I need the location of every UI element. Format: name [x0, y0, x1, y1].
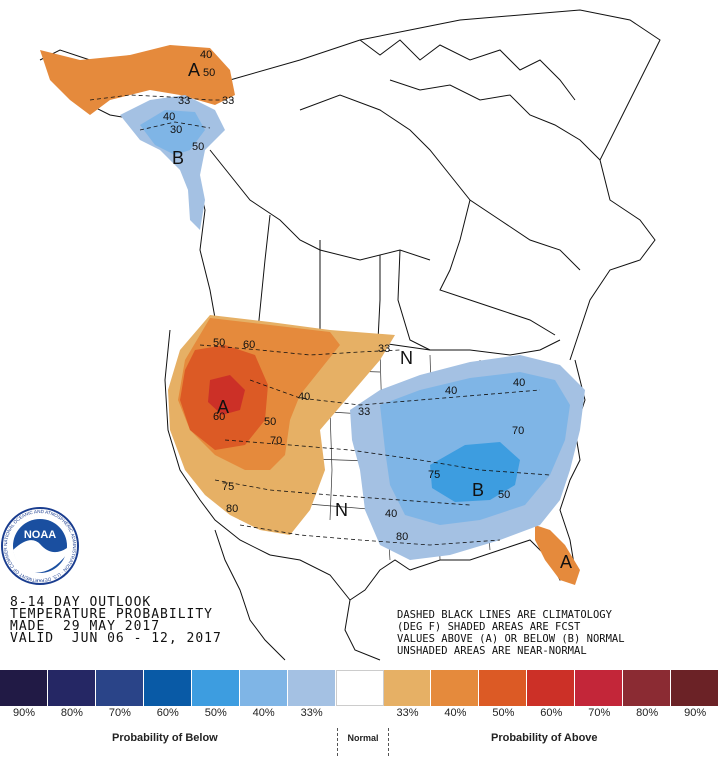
- contour-label: 33: [378, 343, 390, 355]
- west-above-60: [208, 375, 245, 415]
- outlook-title: 8-14 DAY OUTLOOK: [10, 595, 152, 610]
- alaska-above-region: [40, 45, 235, 115]
- near-normal-label-north: N: [400, 348, 413, 368]
- logo-bird-icon: [13, 540, 67, 573]
- legend-swatch: [431, 670, 480, 706]
- legend-percent: 80%: [60, 707, 83, 719]
- legend-swatch: [335, 670, 384, 706]
- contour-label: 40: [298, 391, 310, 403]
- temperature-outlook-map: A B A B A N N 40 50 33 40 30 50 33 50 60…: [1, 9, 661, 661]
- contour-label: 50: [192, 141, 204, 153]
- contour-label: 60: [243, 339, 255, 351]
- legend-swatch: [287, 670, 336, 706]
- contour-label: 75: [222, 481, 234, 493]
- below-label: Probability of Below: [112, 732, 218, 744]
- valid-dates: VALID JUN 06 - 12, 2017: [10, 631, 222, 646]
- florida-above-region: [535, 525, 580, 585]
- legend-percent: 70%: [588, 707, 611, 719]
- legend-swatch: [143, 670, 192, 706]
- contour-label: 33: [358, 406, 370, 418]
- contour-label: 40: [445, 385, 457, 397]
- note-line: UNSHADED AREAS ARE NEAR-NORMAL: [397, 645, 587, 657]
- florida-above-label: A: [560, 552, 572, 572]
- legend-percent: 33%: [300, 707, 323, 719]
- note-line: DASHED BLACK LINES ARE CLIMATOLOGY: [397, 609, 612, 621]
- legend-percent: 50%: [204, 707, 227, 719]
- normal-divider-left: [337, 728, 338, 756]
- logo-text: NOAA: [24, 529, 56, 541]
- climatology-lines: [89, 94, 551, 546]
- outlook-header: 8-14 DAY OUTLOOK TEMPERATURE PROBABILITY…: [10, 595, 222, 646]
- east-below-label: B: [472, 480, 484, 500]
- contour-label: 75: [428, 469, 440, 481]
- contour-label: 40: [385, 508, 397, 520]
- legend-swatch: [575, 670, 624, 706]
- legend-percent: 40%: [444, 707, 467, 719]
- contour-label: 80: [396, 531, 408, 543]
- contour-label: 50: [213, 337, 225, 349]
- legend-percent: 60%: [540, 707, 563, 719]
- below-normal-regions: [120, 95, 585, 560]
- legend-swatch: [191, 670, 240, 706]
- west-above-label: A: [217, 397, 229, 417]
- near-normal-label-south: N: [335, 500, 348, 520]
- legend-swatch: [239, 670, 288, 706]
- legend-swatch: [671, 670, 719, 706]
- map-labels: A B A B A N N 40 50 33 40 30 50 33 50 60…: [163, 49, 572, 572]
- contour-label: 33: [222, 95, 234, 107]
- note-line: (DEG F) SHADED AREAS ARE FCST: [397, 621, 581, 633]
- legend-percent: [336, 707, 384, 721]
- legend-swatch: [479, 670, 528, 706]
- normal-divider-right: [388, 728, 389, 756]
- probability-percent-labels: 90% 80% 70% 60% 50% 40% 33% 33% 40% 50% 60% 70% 80% 9…: [0, 707, 719, 721]
- contour-label: 40: [200, 49, 212, 61]
- legend-percent: 60%: [156, 707, 179, 719]
- east-below-50: [430, 442, 520, 502]
- above-label: Probability of Above: [491, 732, 598, 744]
- contour-label: 70: [512, 425, 524, 437]
- noaa-logo: NOAA NATIONAL OCEANIC AND ATMOSPHERIC AD…: [1, 507, 79, 585]
- contour-label: 60: [213, 411, 225, 423]
- contour-label: 50: [203, 67, 215, 79]
- legend-percent: 33%: [396, 707, 419, 719]
- legend-swatch: [623, 670, 672, 706]
- probability-colorbar: [0, 670, 719, 706]
- above-normal-regions: [40, 45, 580, 585]
- contour-label: 30: [170, 124, 182, 136]
- alaska-above-label: A: [188, 60, 200, 80]
- contour-label: 40: [163, 111, 175, 123]
- contour-label: 33: [178, 95, 190, 107]
- legend-percent: 90%: [12, 707, 35, 719]
- legend-percent: 50%: [492, 707, 515, 719]
- contour-label: 50: [498, 489, 510, 501]
- legend-swatch: [527, 670, 576, 706]
- contour-label: 70: [270, 435, 282, 447]
- alaska-below-label: B: [172, 148, 184, 168]
- normal-label: Normal: [347, 733, 379, 743]
- contour-label: 50: [264, 416, 276, 428]
- map-notes: DASHED BLACK LINES ARE CLIMATOLOGY (DEG …: [397, 609, 625, 657]
- contour-label: 40: [513, 377, 525, 389]
- legend-swatch: [95, 670, 144, 706]
- alaska-below-40: [140, 110, 205, 155]
- legend-percent: 90%: [684, 707, 707, 719]
- contour-label: 80: [226, 503, 238, 515]
- legend-swatch: [383, 670, 432, 706]
- note-line: VALUES ABOVE (A) OR BELOW (B) NORMAL: [397, 633, 625, 645]
- legend-percent: 40%: [252, 707, 275, 719]
- legend-percent: 70%: [108, 707, 131, 719]
- legend-swatch: [0, 670, 48, 706]
- outlook-subtitle: TEMPERATURE PROBABILITY: [10, 607, 214, 622]
- made-date: MADE 29 MAY 2017: [10, 619, 161, 634]
- legend-swatch: [47, 670, 96, 706]
- legend-percent: 80%: [636, 707, 659, 719]
